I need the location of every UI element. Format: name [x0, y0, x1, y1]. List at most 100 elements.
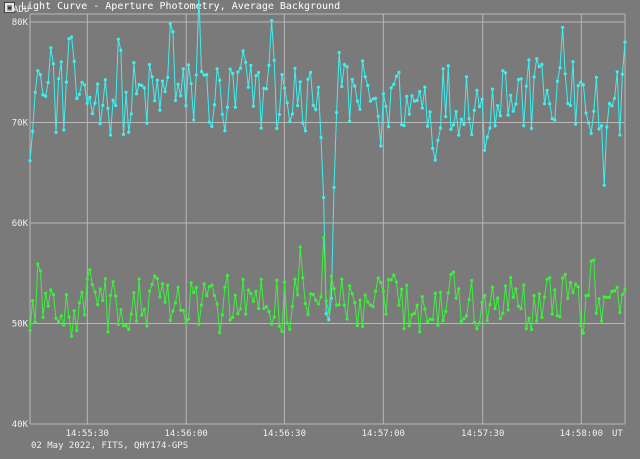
data-point-lower	[90, 283, 94, 287]
data-point-upper	[184, 104, 188, 108]
data-point-upper	[374, 96, 378, 100]
data-point-upper	[233, 105, 237, 109]
data-point-upper	[441, 67, 445, 71]
data-point-lower	[418, 330, 422, 334]
data-point-upper	[483, 148, 487, 152]
data-point-upper	[563, 72, 567, 76]
data-point-lower	[116, 322, 120, 326]
data-point-upper	[176, 82, 180, 86]
data-point-upper	[506, 113, 510, 117]
data-point-upper	[231, 71, 235, 75]
data-point-lower	[587, 293, 591, 297]
data-point-lower	[618, 310, 622, 315]
data-point-lower	[129, 312, 133, 316]
data-point-upper	[477, 105, 482, 109]
data-point-lower	[218, 331, 222, 335]
data-point-upper	[384, 104, 388, 108]
data-point-upper	[472, 108, 476, 112]
data-point-lower	[579, 323, 583, 328]
data-point-lower	[558, 315, 562, 319]
data-point-lower	[384, 312, 388, 316]
data-point-upper	[379, 144, 383, 148]
data-point-lower	[150, 282, 154, 286]
data-point-upper	[568, 103, 573, 108]
data-point-upper	[410, 94, 414, 98]
data-point-upper	[613, 96, 617, 100]
data-point-upper	[615, 70, 619, 74]
data-point-upper	[332, 185, 336, 189]
data-point-lower	[303, 301, 307, 306]
data-point-upper	[449, 127, 453, 131]
data-point-lower	[355, 324, 359, 328]
x-tick-label: 14:57:00	[362, 429, 405, 439]
data-point-lower	[589, 259, 593, 263]
data-point-upper	[322, 195, 326, 200]
data-point-upper	[361, 59, 365, 63]
data-point-upper	[85, 101, 89, 105]
data-point-upper	[194, 73, 198, 77]
data-point-lower	[379, 280, 383, 285]
data-point-upper	[511, 109, 515, 113]
data-point-upper	[402, 124, 406, 128]
data-point-upper	[228, 67, 232, 71]
data-point-lower	[64, 293, 68, 297]
data-point-lower	[423, 307, 427, 311]
data-point-upper	[594, 75, 599, 79]
y-axis-label: ADU	[13, 5, 29, 15]
data-point-upper	[225, 105, 230, 109]
data-point-upper	[44, 94, 48, 98]
x-tick-label: 14:56:30	[263, 429, 306, 439]
data-point-lower	[77, 301, 81, 305]
data-point-lower	[392, 273, 396, 277]
data-point-upper	[202, 73, 206, 77]
data-point-lower	[415, 303, 419, 307]
data-point-upper	[155, 78, 159, 82]
data-point-lower	[493, 307, 497, 311]
data-point-upper	[485, 135, 489, 139]
data-point-upper	[475, 88, 479, 92]
data-point-upper	[412, 99, 417, 103]
data-point-upper	[436, 138, 440, 142]
data-point-lower	[111, 280, 115, 284]
data-point-upper	[114, 103, 118, 108]
data-point-lower	[436, 323, 440, 327]
data-point-upper	[236, 70, 240, 74]
data-point-lower	[537, 292, 541, 296]
data-point-lower	[522, 283, 526, 287]
data-point-upper	[254, 74, 258, 78]
data-point-upper	[103, 78, 107, 82]
data-point-upper	[101, 103, 105, 107]
data-point-upper	[238, 66, 243, 70]
data-point-lower	[532, 294, 536, 298]
data-point-lower	[449, 272, 453, 276]
data-point-upper	[581, 83, 586, 87]
data-point-lower	[205, 294, 209, 298]
data-point-lower	[566, 296, 570, 301]
data-point-upper	[46, 80, 50, 85]
data-point-upper	[555, 79, 560, 83]
data-point-upper	[173, 98, 178, 103]
data-point-upper	[610, 104, 614, 108]
data-point-upper	[397, 70, 401, 74]
data-point-lower	[223, 285, 227, 289]
data-point-lower	[280, 329, 284, 334]
data-point-upper	[160, 79, 165, 83]
data-point-upper	[605, 125, 609, 129]
data-point-upper	[153, 99, 157, 103]
data-point-upper	[423, 85, 427, 89]
x-tick-label: 14:55:30	[66, 429, 109, 439]
data-point-lower	[361, 324, 365, 328]
data-point-lower	[207, 285, 211, 289]
data-point-upper	[223, 129, 227, 133]
data-point-lower	[246, 288, 250, 292]
data-point-upper	[550, 117, 554, 121]
data-point-upper	[602, 183, 606, 187]
data-point-upper	[420, 106, 424, 110]
data-point-upper	[171, 30, 175, 34]
data-point-lower	[134, 319, 139, 323]
data-point-upper	[553, 118, 557, 122]
data-point-upper	[57, 77, 61, 81]
data-point-upper	[600, 124, 604, 128]
data-point-lower	[324, 299, 328, 303]
